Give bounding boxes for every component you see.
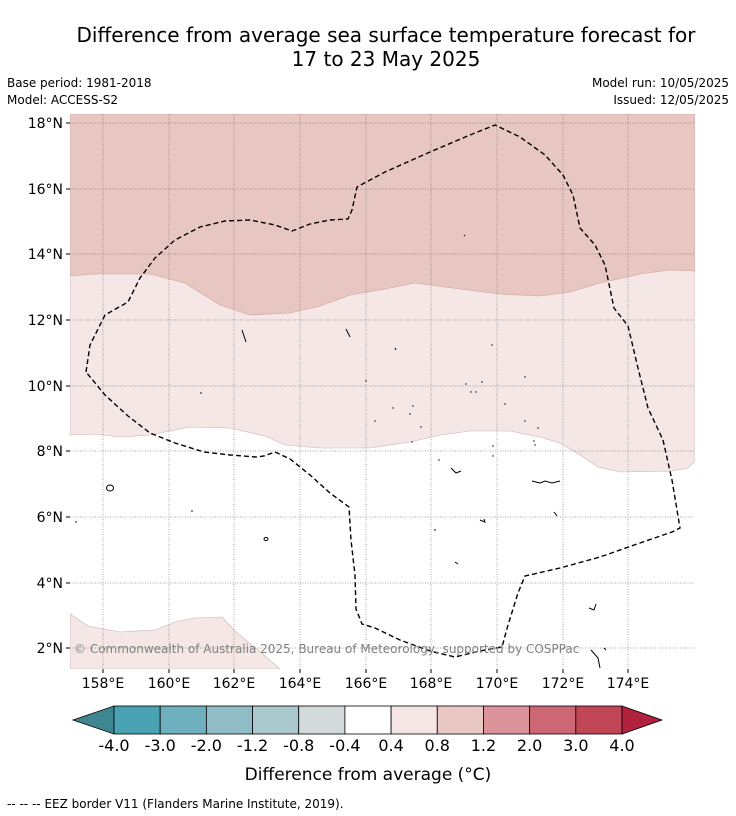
- colorbar-tick: 3.0: [563, 736, 588, 755]
- colorbar-cell: [436, 705, 484, 735]
- lat-label: 2°N: [37, 641, 63, 657]
- lon-label: 166°E: [345, 676, 388, 692]
- colorbar-cell: [113, 705, 161, 735]
- eez-legend-dash: -- -- --: [7, 797, 41, 811]
- colorbar-cell: [483, 705, 531, 735]
- latitude-gridlines: [70, 122, 695, 649]
- copyright-notice: © Commonwealth of Australia 2025, Bureau…: [74, 642, 579, 656]
- eez-legend-text: EEZ border V11 (Flanders Marine Institut…: [44, 797, 344, 811]
- colorbar-cell: [159, 705, 207, 735]
- colorbar-tick: 1.2: [471, 736, 496, 755]
- colorbar-cell: [575, 705, 623, 735]
- colorbar-cell: [205, 705, 253, 735]
- eez-border: [85, 124, 681, 658]
- lon-label: 158°E: [82, 676, 125, 692]
- lon-label: 168°E: [410, 676, 453, 692]
- model-name: Model: ACCESS-S2: [7, 93, 119, 107]
- lat-label: 6°N: [37, 510, 63, 526]
- lat-label: 4°N: [37, 576, 63, 592]
- colorbar-tick: -1.2: [237, 736, 268, 755]
- model-run: Model run: 10/05/2025: [591, 76, 729, 90]
- colorbar-tick: -4.0: [98, 736, 129, 755]
- colorbar-label: Difference from average (°C): [245, 765, 492, 785]
- island-outlines: [106, 234, 607, 669]
- colorbar: -4.0 -3.0 -2.0 -1.2 -0.8 -0.4 0.4 0.8 1.2 2.0 3.0 4…: [71, 705, 664, 785]
- lat-label: 14°N: [28, 247, 63, 263]
- colorbar-tick: -2.0: [191, 736, 222, 755]
- lat-label: 8°N: [37, 444, 63, 460]
- anomaly-patch-southwest: [70, 613, 281, 669]
- colorbar-tick: -3.0: [145, 736, 176, 755]
- colorbar-cell: [390, 705, 438, 735]
- issued-date: Issued: 12/05/2025: [613, 93, 729, 107]
- lon-label: 174°E: [607, 676, 650, 692]
- longitude-gridlines: [102, 114, 629, 669]
- meta-left: Base period: 1981-2018 Model: ACCESS-S2: [7, 75, 152, 109]
- base-period: Base period: 1981-2018: [7, 76, 152, 90]
- colorbar-tick: 0.8: [425, 736, 450, 755]
- lat-label: 10°N: [28, 379, 63, 395]
- map-area: © Commonwealth of Australia 2025, Bureau…: [70, 114, 695, 669]
- lon-label: 164°E: [279, 676, 322, 692]
- colorbar-cell: [298, 705, 346, 735]
- colorbar-tick-labels: -4.0 -3.0 -2.0 -1.2 -0.8 -0.4 0.4 0.8 1.2 2.0 3.0 4…: [98, 736, 634, 755]
- axis-ticks: [66, 122, 629, 673]
- longitude-labels: 158°E 160°E 162°E 164°E 166°E 168°E 170°…: [82, 676, 650, 692]
- colorbar-cells: [113, 705, 623, 735]
- meta-right: Model run: 10/05/2025 Issued: 12/05/2025: [592, 75, 729, 109]
- colorbar-tick: -0.8: [283, 736, 314, 755]
- colorbar-cell: [529, 705, 577, 735]
- latitude-labels: 18°N 16°N 14°N 12°N 10°N 8°N 6°N 4°N 2°N: [28, 116, 63, 657]
- colorbar-tick: 4.0: [609, 736, 634, 755]
- anomaly-band-0.8-1.2: [70, 114, 695, 316]
- lat-label: 18°N: [28, 116, 63, 132]
- colorbar-cell: [252, 705, 300, 735]
- eez-legend: -- -- -- EEZ border V11 (Flanders Marine…: [7, 797, 344, 811]
- colorbar-cell: [344, 705, 392, 735]
- colorbar-tick: 2.0: [517, 736, 542, 755]
- colorbar-tick: 0.4: [378, 736, 403, 755]
- lat-label: 12°N: [28, 313, 63, 329]
- map-title-line-2: 17 to 23 May 2025: [291, 47, 481, 71]
- lat-label: 16°N: [28, 182, 63, 198]
- small-island-dots: [75, 344, 539, 531]
- lon-label: 172°E: [542, 676, 585, 692]
- colorbar-under-arrow: [71, 705, 115, 735]
- lon-label: 170°E: [476, 676, 519, 692]
- lon-label: 160°E: [148, 676, 191, 692]
- colorbar-tick: -0.4: [329, 736, 360, 755]
- map-title-line-1: Difference from average sea surface temp…: [76, 23, 696, 47]
- colorbar-over-arrow: [621, 705, 664, 735]
- lon-label: 162°E: [213, 676, 256, 692]
